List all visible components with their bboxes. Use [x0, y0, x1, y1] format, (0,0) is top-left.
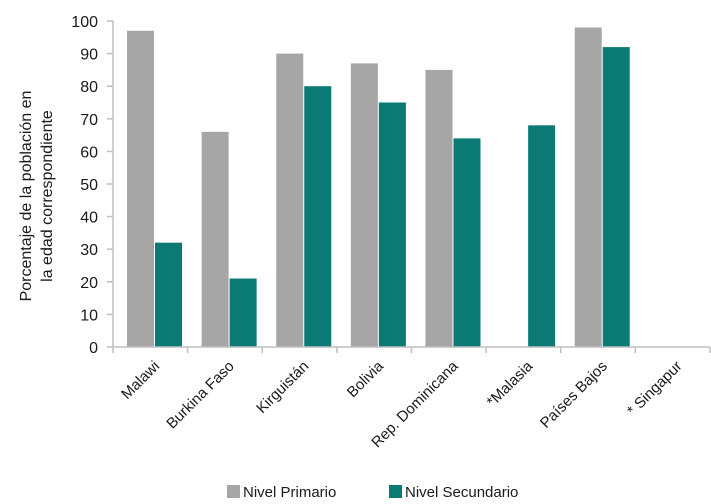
axes-group	[107, 20, 711, 353]
legend-label-primario: Nivel Primario	[243, 484, 336, 501]
y-tick-label: 0	[89, 340, 98, 357]
bar-secundario-4	[453, 138, 481, 347]
x-category-label: Bolivia	[344, 357, 388, 401]
y-axis-title-line-1: Porcentaje de la población en	[18, 91, 35, 302]
y-tick-label: 90	[80, 47, 98, 64]
bar-primario-1	[201, 131, 229, 347]
y-tick-label: 10	[80, 307, 98, 324]
bar-secundario-1	[229, 278, 257, 347]
bar-primario-6	[574, 27, 602, 348]
bar-secundario-2	[304, 86, 332, 347]
x-category-label: *Malasia	[484, 357, 537, 410]
bar-primario-0	[127, 30, 154, 348]
bar-secundario-3	[378, 102, 406, 347]
x-category-label: Burkina Faso	[163, 358, 238, 433]
x-category-label: Países Bajos	[537, 358, 611, 432]
bar-secundario-6	[602, 47, 630, 348]
x-category-label: * Singapur	[624, 358, 686, 420]
y-tick-label: 30	[80, 242, 98, 259]
bar-secundario-5	[528, 125, 556, 347]
y-tick-label: 80	[80, 79, 98, 96]
bar-primario-4	[425, 69, 453, 348]
y-tick-label: 70	[80, 112, 98, 129]
y-tick-label: 100	[71, 14, 98, 31]
x-category-label: Malawi	[118, 358, 163, 403]
x-tick-labels: Malawi Burkina Faso Kirguistán BoliviaRep. …	[118, 357, 685, 451]
y-tick-labels: 0 10 20 30 40 50 60 70 80 90 100	[71, 14, 98, 357]
x-category-label: Kirguistán	[253, 358, 312, 417]
legend: Nivel Primario Nivel Secundario	[227, 484, 518, 501]
y-axis-title-line-2: la edad correspondiente	[39, 110, 56, 282]
bars-group	[127, 27, 630, 348]
bar-secundario-0	[155, 242, 182, 347]
bar-primario-2	[276, 53, 304, 347]
legend-swatch-secundario	[389, 485, 402, 498]
bar-primario-3	[350, 63, 378, 347]
y-axis-title: Porcentaje de la población en la edad co…	[18, 91, 56, 302]
y-tick-label: 60	[80, 144, 98, 161]
y-tick-label: 50	[80, 177, 98, 194]
legend-swatch-primario	[227, 485, 240, 498]
y-tick-label: 20	[80, 275, 98, 292]
legend-label-secundario: Nivel Secundario	[405, 484, 518, 501]
y-tick-label: 40	[80, 210, 98, 227]
